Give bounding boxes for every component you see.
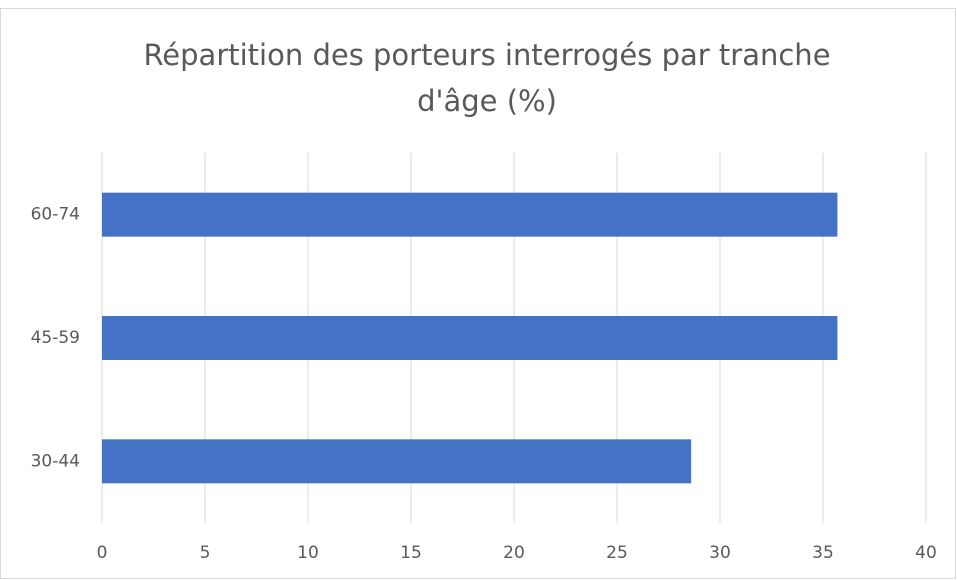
bar: [102, 316, 838, 360]
bar: [102, 439, 692, 484]
x-tick-label: 20: [503, 543, 525, 563]
y-tick-label: 45-59: [31, 328, 80, 348]
x-tick-label: 25: [606, 543, 628, 563]
chart-border: [0, 8, 956, 579]
x-tick-label: 40: [915, 543, 937, 563]
chart-title: Répartition des porteurs interrogés par …: [143, 38, 831, 118]
x-tick-label: 10: [297, 543, 319, 563]
x-tick-label: 0: [97, 543, 108, 563]
y-tick-label: 30-44: [31, 451, 80, 471]
bar: [102, 192, 838, 237]
x-tick-label: 5: [200, 543, 211, 563]
y-tick-label: 60-74: [31, 205, 80, 225]
x-tick-label: 30: [709, 543, 731, 563]
x-tick-label: 15: [400, 543, 422, 563]
x-tick-label: 35: [812, 543, 834, 563]
